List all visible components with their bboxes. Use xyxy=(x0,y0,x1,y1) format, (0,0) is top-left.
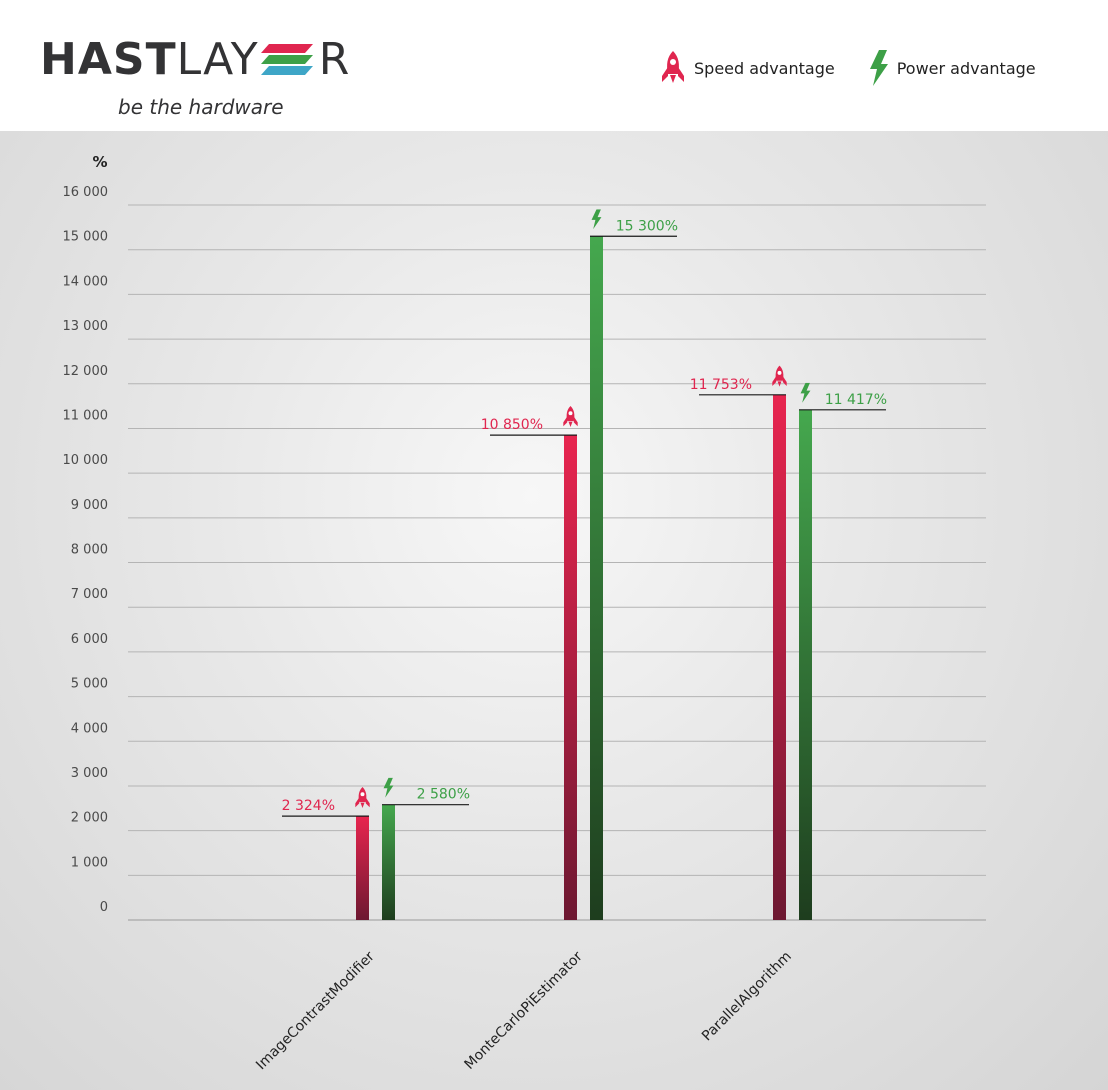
logo-text-bold: HAST xyxy=(40,34,177,85)
legend-label-power: Power advantage xyxy=(896,58,1036,78)
rocket-icon xyxy=(355,787,370,808)
rocket-icon xyxy=(662,51,684,83)
y-tick-label: 7 000 xyxy=(71,587,108,602)
y-tick-label: 12 000 xyxy=(63,364,109,379)
y-tick-label: 1 000 xyxy=(71,855,108,870)
legend-item-power: Power advantage xyxy=(869,50,1036,86)
tagline: be the hardware xyxy=(118,95,284,119)
lightning-bolt-icon xyxy=(383,777,394,798)
x-category-label: ParallelAlgorithm xyxy=(699,949,795,1045)
lightning-bolt-icon xyxy=(800,382,811,403)
y-tick-label: 2 000 xyxy=(71,811,108,826)
logo-text-light: LAY xyxy=(176,34,259,85)
bar-chart: % 0 1 000 2 000 3 000 4 000 5 000 6 000 7 000 8 0… xyxy=(63,153,986,1073)
y-axis-unit-label: % xyxy=(92,153,107,171)
x-category-label: ImageContrastModifier xyxy=(253,948,378,1073)
lightning-bolt-icon xyxy=(869,50,888,86)
rocket-icon xyxy=(563,406,578,427)
speed-bar xyxy=(773,394,786,920)
power-bar xyxy=(382,804,395,920)
y-tick-label: 0 xyxy=(100,900,108,915)
chart-area: % 0 1 000 2 000 3 000 4 000 5 000 6 000 7 000 8 0… xyxy=(0,131,1108,1090)
speed-value-label: 2 324% xyxy=(282,798,335,814)
y-tick-label: 8 000 xyxy=(71,543,108,558)
y-tick-label: 15 000 xyxy=(63,230,109,245)
rocket-icon xyxy=(772,365,787,387)
legend-item-speed: Speed advantage xyxy=(660,50,835,86)
y-tick-label: 10 000 xyxy=(63,453,109,468)
y-tick-label: 11 000 xyxy=(63,408,109,423)
y-tick-label: 6 000 xyxy=(71,632,108,647)
layers-logo-icon xyxy=(260,44,313,75)
speed-bar xyxy=(564,435,577,920)
power-value-label: 11 417% xyxy=(825,392,887,408)
y-tick-label: 5 000 xyxy=(71,677,108,692)
y-tick-label: 3 000 xyxy=(71,766,108,781)
hastlayer-logo: HAST LAY R xyxy=(40,34,350,86)
chart-legend: Speed advantage Power advantage xyxy=(660,48,1036,88)
speed-bar xyxy=(356,816,369,920)
y-tick-label: 13 000 xyxy=(63,319,109,334)
y-tick-label: 9 000 xyxy=(71,498,108,513)
header: HAST LAY R be the hardware Speed advanta… xyxy=(0,0,1108,131)
speed-value-label: 10 850% xyxy=(481,417,543,433)
power-bar xyxy=(799,409,812,920)
legend-label-speed: Speed advantage xyxy=(694,58,835,78)
power-value-label: 15 300% xyxy=(616,218,678,234)
y-tick-label: 14 000 xyxy=(63,274,109,289)
power-bar xyxy=(590,236,603,920)
x-category-label: MonteCarloPiEstimator xyxy=(462,948,586,1072)
power-value-label: 2 580% xyxy=(417,787,470,803)
lightning-bolt-icon xyxy=(591,209,602,230)
speed-value-label: 11 753% xyxy=(690,377,752,393)
logo-text-end: R xyxy=(318,34,351,85)
y-tick-label: 16 000 xyxy=(63,185,109,200)
y-tick-label: 4 000 xyxy=(71,721,108,736)
